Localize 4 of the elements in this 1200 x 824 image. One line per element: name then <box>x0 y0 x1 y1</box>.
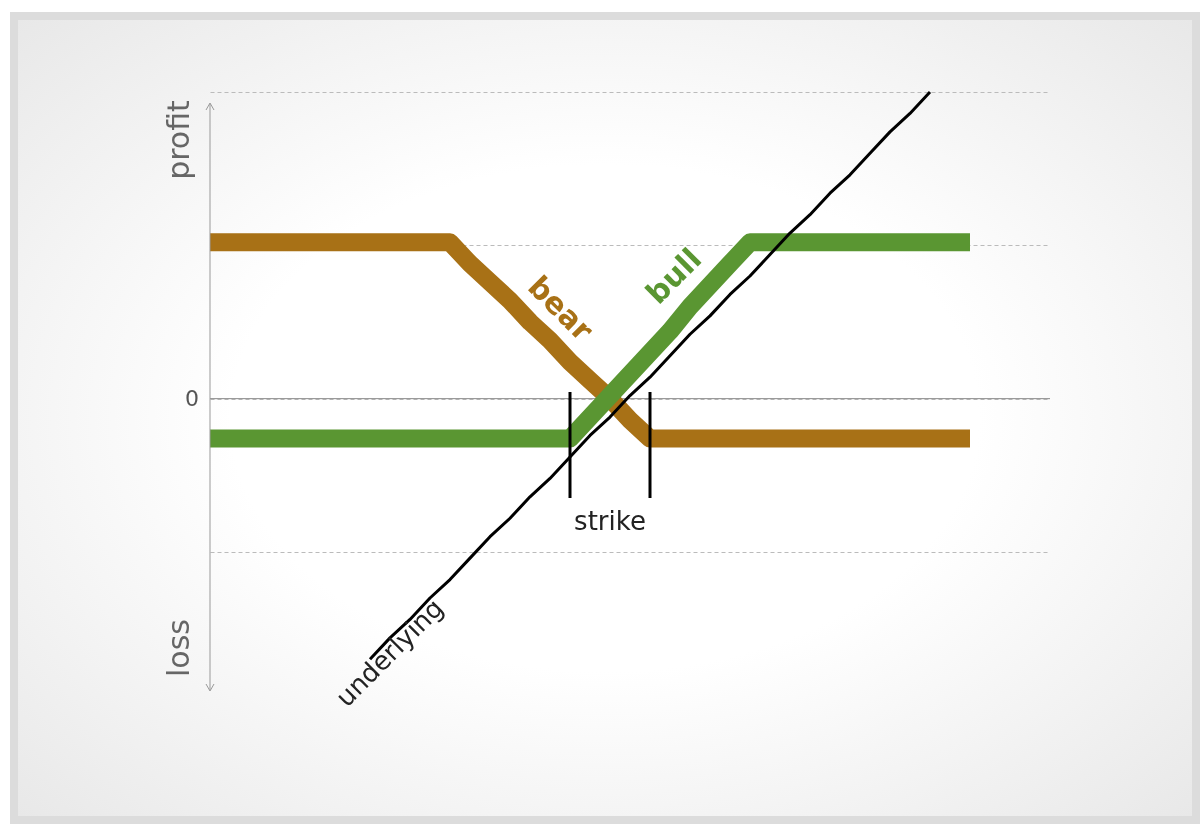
ref-line-label: 0 <box>185 385 199 411</box>
text: loss <box>161 619 196 677</box>
text: profit <box>161 99 196 180</box>
annotation: strike <box>574 506 646 536</box>
